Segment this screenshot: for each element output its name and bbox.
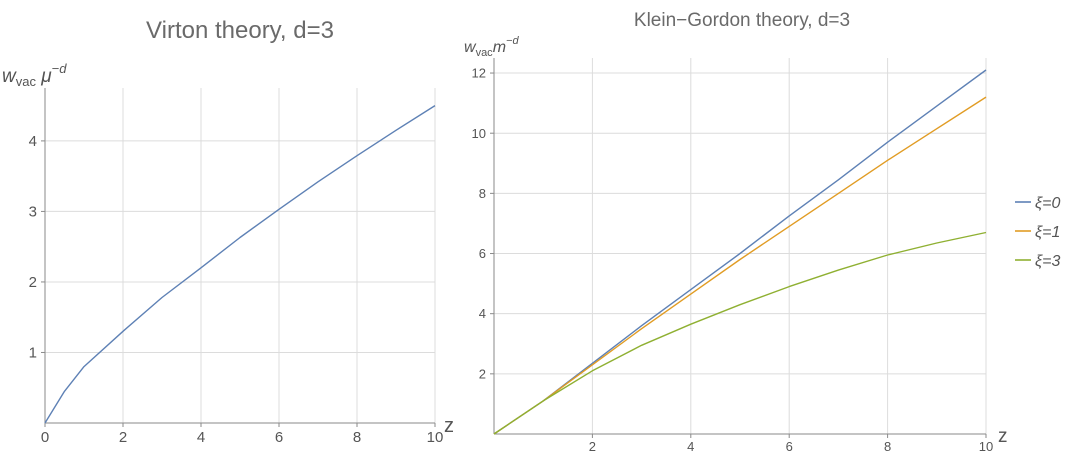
grid <box>494 58 987 434</box>
x-tick-label: 2 <box>119 429 127 446</box>
y-tick-label: 4 <box>479 306 486 321</box>
legend-item: ξ=3 <box>1015 253 1060 270</box>
y-tick-label: 1 <box>29 345 37 362</box>
chart-title: Klein−Gordon theory, d=3 <box>634 10 850 31</box>
grid <box>45 88 436 423</box>
x-tick-label: 8 <box>353 429 361 446</box>
klein-gordon-chart: Klein−Gordon theory, d=3 wvacm−d z 2 4 6 8 1… <box>464 10 1060 452</box>
x-tick-label: 10 <box>979 439 993 452</box>
legend-item: ξ=1 <box>1015 224 1060 241</box>
series-line <box>493 96 987 435</box>
series-line <box>493 69 987 435</box>
legend-label: ξ=0 <box>1035 195 1060 212</box>
y-tick-label: 4 <box>29 133 37 150</box>
y-tick-label: 2 <box>29 274 37 291</box>
chart-title: Virton theory, d=3 <box>146 17 334 44</box>
y-tick-label: 12 <box>472 66 486 81</box>
y-tick-label: 2 <box>479 366 486 381</box>
y-tick-label: 3 <box>29 204 37 221</box>
x-tick-label: 4 <box>197 429 205 446</box>
y-tick-label: 6 <box>479 246 486 261</box>
y-tick-label: 8 <box>479 186 486 201</box>
x-tick-label: 10 <box>427 429 444 446</box>
y-axis-label: wvacm−d <box>464 35 519 59</box>
legend-label: ξ=3 <box>1035 253 1060 270</box>
x-tick-label: 6 <box>275 429 283 446</box>
x-tick-label: 8 <box>884 439 891 452</box>
x-axis-label: z <box>444 415 454 437</box>
virton-chart: Virton theory, d=3 wvac μ−d z 0 2 4 6 8 10123… <box>2 17 454 446</box>
y-axis-label: wvac μ−d <box>2 61 67 89</box>
y-tick-label: 10 <box>472 126 486 141</box>
series-line <box>493 231 987 435</box>
x-tick-label: 4 <box>687 439 694 452</box>
x-axis-label: z <box>998 426 1008 447</box>
legend-item: ξ=0 <box>1015 195 1060 212</box>
x-tick-label: 2 <box>589 439 596 452</box>
x-tick-label: 0 <box>41 429 49 446</box>
x-tick-label: 6 <box>786 439 793 452</box>
legend-label: ξ=1 <box>1035 224 1060 241</box>
series-line <box>44 105 436 424</box>
